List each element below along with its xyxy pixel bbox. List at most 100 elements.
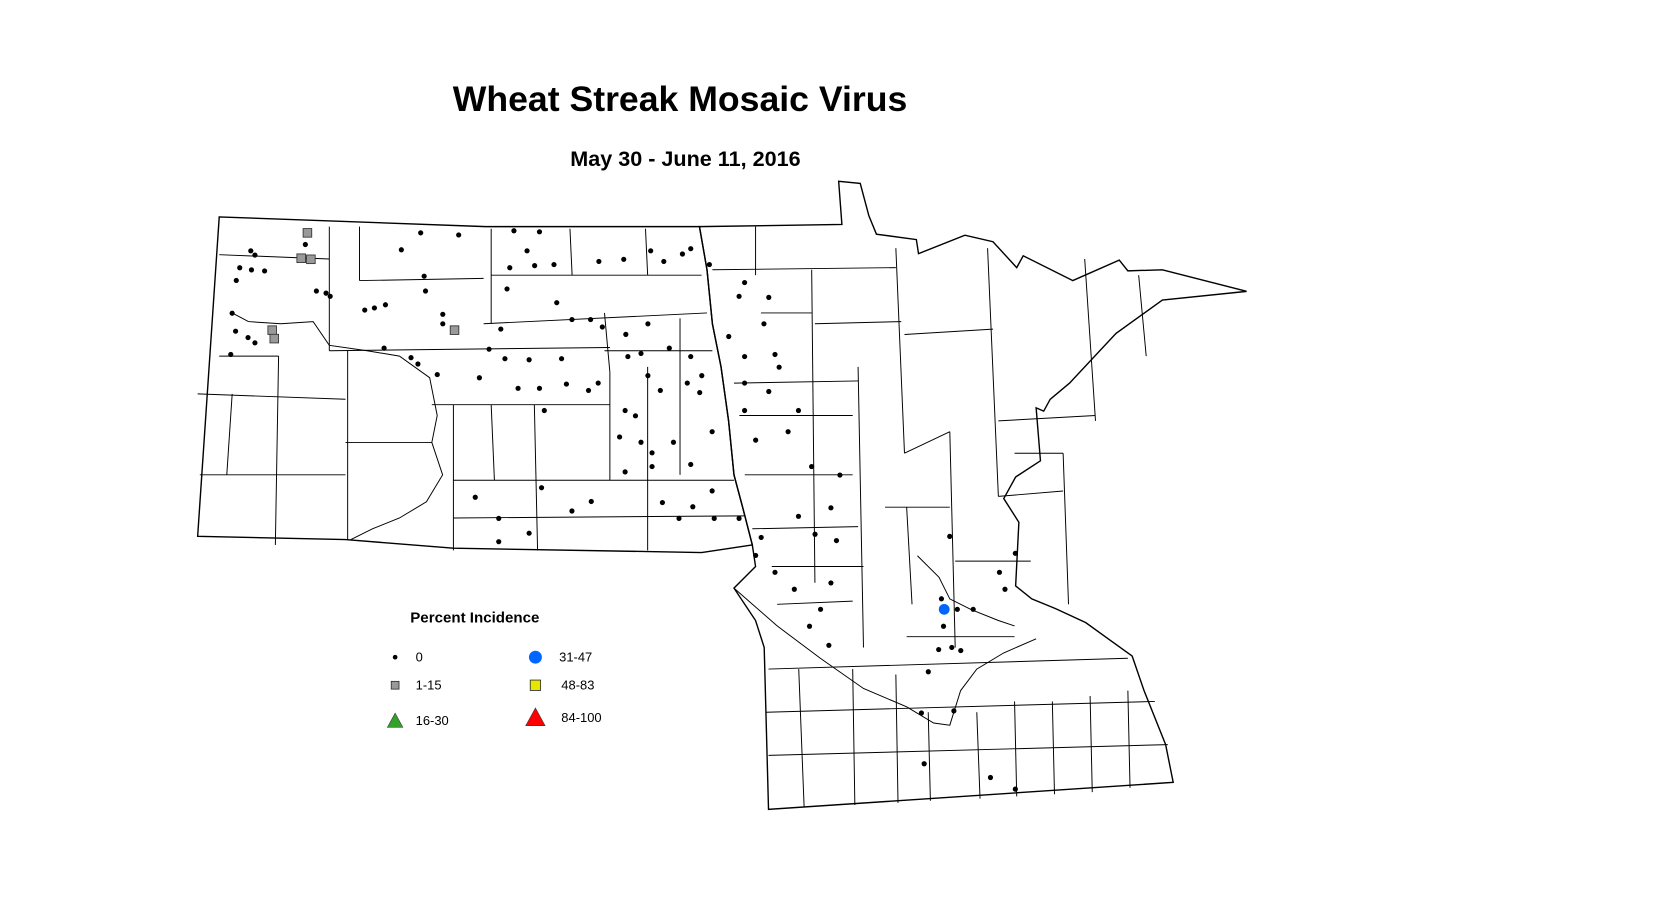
minnesota-river xyxy=(733,587,1037,726)
incidence-point-0 xyxy=(826,642,832,648)
incidence-point-0 xyxy=(921,761,927,767)
incidence-point-0 xyxy=(228,351,234,358)
incidence-point-0 xyxy=(617,434,623,440)
incidence-point-0 xyxy=(541,407,547,414)
county-line xyxy=(453,515,745,519)
county-line xyxy=(949,431,956,648)
county-line xyxy=(857,366,864,648)
incidence-point-0 xyxy=(697,389,703,396)
incidence-point-0 xyxy=(538,485,545,491)
incidence-point-0 xyxy=(502,356,508,362)
incidence-point-0 xyxy=(554,300,560,306)
incidence-point-0 xyxy=(753,437,759,443)
county-line xyxy=(976,712,981,799)
incidence-point-0 xyxy=(621,256,627,262)
county-line xyxy=(733,380,859,384)
incidence-point-0 xyxy=(809,463,815,470)
incidence-point-0 xyxy=(440,321,446,327)
county-line xyxy=(1138,275,1147,357)
incidence-point-0 xyxy=(758,534,764,541)
incidence-point-0 xyxy=(381,345,387,351)
incidence-points xyxy=(228,228,1018,792)
county-line xyxy=(1089,696,1093,793)
legend-label: 84-100 xyxy=(561,710,601,725)
incidence-point-0 xyxy=(828,580,834,586)
incidence-point-0 xyxy=(248,267,255,273)
incidence-point-1-15 xyxy=(267,325,277,335)
incidence-point-0 xyxy=(699,373,705,379)
map-title: Wheat Streak Mosaic Virus xyxy=(453,79,908,119)
county-line xyxy=(197,393,346,400)
county-line xyxy=(569,228,573,276)
incidence-point-0 xyxy=(587,316,594,323)
county-line xyxy=(998,414,1096,422)
incidence-point-0 xyxy=(940,623,947,629)
legend-label: 16-30 xyxy=(416,713,449,728)
incidence-point-0 xyxy=(418,230,424,236)
incidence-point-0 xyxy=(398,247,404,253)
map-subtitle: May 30 - June 11, 2016 xyxy=(570,146,800,171)
incidence-point-0 xyxy=(736,515,742,521)
incidence-point-0 xyxy=(726,333,732,340)
incidence-point-0 xyxy=(709,429,715,435)
incidence-point-0 xyxy=(569,316,575,323)
legend-label: 31-47 xyxy=(559,650,592,665)
incidence-point-0 xyxy=(785,429,791,435)
county-line xyxy=(895,248,905,454)
incidence-point-0 xyxy=(472,494,478,500)
incidence-point-0 xyxy=(688,246,694,252)
county-line xyxy=(712,267,896,271)
incidence-point-0 xyxy=(476,375,482,381)
incidence-point-0 xyxy=(1012,786,1018,792)
incidence-point-0 xyxy=(987,774,994,781)
county-line xyxy=(604,312,611,373)
incidence-point-0 xyxy=(996,569,1003,575)
missouri-river xyxy=(231,312,444,541)
county-line xyxy=(274,356,280,545)
county-line xyxy=(1127,690,1131,788)
incidence-point-0 xyxy=(772,569,778,575)
incidence-point-0 xyxy=(558,356,565,362)
incidence-point-0 xyxy=(949,644,955,651)
incidence-point-0 xyxy=(415,361,421,367)
incidence-point-0 xyxy=(1002,586,1008,592)
county-line xyxy=(483,312,708,325)
incidence-point-0 xyxy=(252,252,258,258)
incidence-point-0 xyxy=(666,345,672,351)
county-line xyxy=(906,507,913,605)
incidence-point-0 xyxy=(938,596,945,602)
incidence-point-0 xyxy=(632,413,639,419)
incidence-point-31-47 xyxy=(938,603,950,615)
county-line xyxy=(768,744,1168,756)
county-line xyxy=(768,657,1128,670)
legend-label: 48-83 xyxy=(561,678,594,693)
incidence-point-0 xyxy=(498,326,504,332)
incidence-point-0 xyxy=(659,499,666,506)
incidence-point-0 xyxy=(638,350,644,357)
incidence-point-0 xyxy=(233,328,239,334)
county-boundaries xyxy=(197,226,1168,808)
incidence-point-0 xyxy=(649,450,655,456)
incidence-point-1-15 xyxy=(269,333,280,344)
incidence-point-0 xyxy=(252,340,258,346)
incidence-point-0 xyxy=(645,373,651,379)
legend-symbol-48-83 xyxy=(529,679,542,691)
legend-title: Percent Incidence xyxy=(410,610,539,627)
county-line xyxy=(1062,453,1069,605)
incidence-point-0 xyxy=(709,488,715,494)
incidence-point-0 xyxy=(248,248,254,254)
incidence-point-0 xyxy=(688,354,694,360)
incidence-point-0 xyxy=(532,263,538,269)
incidence-point-0 xyxy=(753,552,759,558)
incidence-point-0 xyxy=(706,261,712,268)
incidence-point-0 xyxy=(599,324,605,330)
incidence-point-0 xyxy=(970,606,976,612)
county-line xyxy=(359,277,484,282)
incidence-point-0 xyxy=(625,354,631,360)
incidence-point-0 xyxy=(382,302,389,308)
county-line xyxy=(904,328,994,336)
incidence-point-0 xyxy=(524,248,530,254)
legend-label: 0 xyxy=(416,650,423,665)
incidence-point-0 xyxy=(742,279,748,286)
incidence-point-0 xyxy=(456,232,462,238)
